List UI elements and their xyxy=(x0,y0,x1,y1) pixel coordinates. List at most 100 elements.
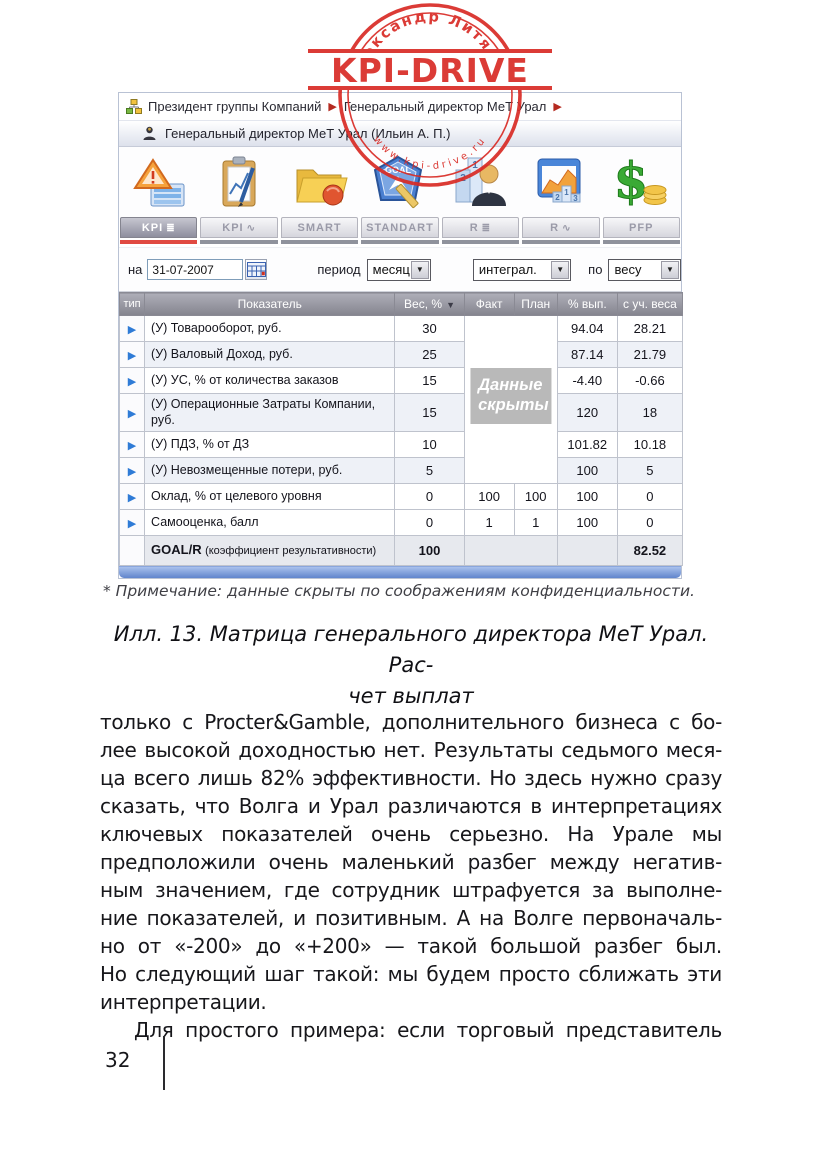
expand-arrow-icon[interactable]: ▶ xyxy=(127,491,137,504)
tab-pfp[interactable]: PFP xyxy=(602,217,680,238)
body-line: предположили очень маленький разбег межд… xyxy=(100,850,722,874)
org-chart-icon xyxy=(126,99,142,114)
expand-arrow-icon[interactable]: ▶ xyxy=(127,323,137,336)
table-row: ▶ (У) Товарооборот, руб. 30 Данные скрыт… xyxy=(118,315,684,484)
stamp-brand-text: KPI-DRIVE xyxy=(331,51,529,90)
breadcrumb: Президент группы Компаний ▶ Генеральный … xyxy=(119,93,681,120)
active-tab-marker xyxy=(120,240,198,244)
by-select[interactable]: весу ▼ xyxy=(608,258,681,281)
body-line: ным значением, где сотрудник штрафуется … xyxy=(100,878,722,902)
expand-arrow-icon[interactable]: ▶ xyxy=(127,349,137,362)
tab-marker xyxy=(280,240,359,244)
svg-text:1: 1 xyxy=(472,160,478,171)
svg-text:Александр Литягин: Александр Литягин xyxy=(306,0,505,73)
tab-kpi-dynamics[interactable]: KPI ∿ xyxy=(200,217,278,238)
standart-goal-icon[interactable]: GOAL xyxy=(360,147,440,217)
table-row: ▶ (У) Невозмещенные потери, руб. 5 100 5 xyxy=(118,457,684,484)
expand-arrow-icon[interactable]: ▶ xyxy=(127,517,137,530)
col-header-name[interactable]: Показатель xyxy=(144,292,396,316)
table-header-row: тип Показатель Вес, % ▼ Факт План % вып. … xyxy=(118,292,684,316)
table-row: ▶ (У) УС, % от количества заказов 15 -4.… xyxy=(118,367,684,394)
dropdown-arrow-icon: ▼ xyxy=(551,260,570,279)
tab-r-dynamics[interactable]: R ∿ xyxy=(522,217,600,238)
expand-arrow-icon[interactable]: ▶ xyxy=(127,407,137,420)
date-input[interactable] xyxy=(147,259,244,280)
hidden-data-overlay: Данные скрыты xyxy=(470,367,552,425)
figure-caption: Илл. 13. Матрица генерального директора … xyxy=(113,622,709,708)
expand-arrow-icon[interactable]: ▶ xyxy=(127,439,137,452)
table-row: ▶ (У) ПДЗ, % от ДЗ 10 101.82 10.18 xyxy=(118,431,684,458)
col-header-weighted[interactable]: с уч. веса xyxy=(616,292,684,316)
col-header-fact[interactable]: Факт xyxy=(463,292,515,316)
tab-underline-strip xyxy=(119,238,681,247)
body-line: сказать, что Волга и Урал различаются в … xyxy=(100,794,722,818)
calendar-button[interactable] xyxy=(245,259,268,280)
calendar-icon xyxy=(246,262,266,277)
dropdown-arrow-icon: ▼ xyxy=(661,260,679,279)
page-number: 32 xyxy=(105,1048,131,1072)
integral-select[interactable]: интеграл. ▼ xyxy=(472,258,572,281)
svg-text:GOAL: GOAL xyxy=(385,165,412,175)
body-line: ние показателей, и позитивным. А на Волг… xyxy=(100,906,722,930)
kpi-chart-icon[interactable] xyxy=(199,147,279,217)
person-icon xyxy=(143,126,156,140)
kpi-table: тип Показатель Вес, % ▼ Факт План % вып. … xyxy=(118,292,684,566)
body-line: Но следующий шаг такой: мы будем просто … xyxy=(100,962,722,986)
tab-r-matrix[interactable]: R ≣ xyxy=(441,217,520,238)
expand-arrow-icon[interactable]: ▶ xyxy=(127,375,137,388)
toolbar: GOAL 1 2 xyxy=(119,147,681,217)
breadcrumb-item-president[interactable]: Президент группы Компаний xyxy=(148,99,322,114)
body-line: Для простого примера: если торговый пред… xyxy=(134,1018,722,1042)
tab-marker xyxy=(441,240,520,244)
body-line: но от «-200» до «+200» — такой большой р… xyxy=(100,934,722,958)
col-header-plan[interactable]: План xyxy=(513,292,558,316)
tab-marker xyxy=(361,240,439,244)
dropdown-arrow-icon: ▼ xyxy=(410,260,429,279)
body-line: ца всего лишь 82% эффективности. Но здес… xyxy=(100,766,722,790)
period-select[interactable]: месяц ▼ xyxy=(366,258,431,281)
r-list-glyph-icon: ≣ xyxy=(481,223,492,234)
tab-kpi-matrix[interactable]: KPI ≣ xyxy=(120,217,198,238)
pfp-money-icon[interactable]: $ xyxy=(601,147,681,217)
period-label: период xyxy=(317,262,361,277)
col-header-weight[interactable]: Вес, % ▼ xyxy=(394,292,465,316)
sort-desc-icon: ▼ xyxy=(446,300,455,310)
page-number-rule xyxy=(163,1036,165,1090)
r-wave-glyph-icon: ∿ xyxy=(562,223,572,234)
col-header-pct[interactable]: % вып. xyxy=(556,292,618,316)
tab-marker xyxy=(522,240,600,244)
figure-footnote: * Примечание: данные скрыты по соображен… xyxy=(103,582,695,600)
tab-marker xyxy=(602,240,680,244)
by-label: по xyxy=(588,262,603,277)
tab-standart[interactable]: STANDART xyxy=(361,217,439,238)
kpi-matrix-icon[interactable] xyxy=(119,147,199,217)
tab-marker xyxy=(200,240,278,244)
table-row: ▶ (У) Операционные Затраты Компании, руб… xyxy=(118,393,684,432)
body-line: интерпретации. xyxy=(100,990,267,1014)
date-label: на xyxy=(128,262,143,277)
result-chart-icon[interactable]: 1 2 3 xyxy=(520,147,600,217)
window-title-bar: Генеральный директор МеТ Урал (Ильин А. … xyxy=(119,120,681,147)
svg-text:2: 2 xyxy=(460,173,466,184)
svg-text:$: $ xyxy=(613,154,648,210)
breadcrumb-item-director[interactable]: Генеральный директор МеТ Урал xyxy=(343,99,547,114)
expand-arrow-icon[interactable]: ▶ xyxy=(127,465,137,478)
smart-folder-icon[interactable] xyxy=(280,147,360,217)
goal-note: (коэффициент результативности) xyxy=(205,545,377,558)
goal-label: GOAL/R xyxy=(151,542,202,558)
rating-podium-icon[interactable]: 1 2 xyxy=(440,147,520,217)
table-row: ▶ (У) Валовый Доход, руб. 25 87.14 21.79 xyxy=(118,341,684,368)
stamp-author-text: Александр Литягин xyxy=(306,0,503,73)
svg-text:1: 1 xyxy=(564,188,569,197)
body-line: лее высокой доходностью нет. Результаты … xyxy=(100,738,722,762)
tab-smart[interactable]: SMART xyxy=(280,217,359,238)
body-text: только с Procter&Gamble, дополнительного… xyxy=(100,708,722,1044)
goal-summary-row: GOAL/R (коэффициент результативности) 10… xyxy=(118,535,684,566)
filter-bar: на период месяц ▼ интеграл. ▼ по весу xyxy=(119,247,681,292)
svg-text:3: 3 xyxy=(573,194,578,203)
hidden-data-area: Данные скрыты xyxy=(463,315,558,484)
body-line: ключевых показателей очень серьезно. На … xyxy=(100,822,722,846)
kpi-list-glyph-icon: ≣ xyxy=(166,223,176,234)
col-header-type[interactable]: тип xyxy=(118,292,146,316)
